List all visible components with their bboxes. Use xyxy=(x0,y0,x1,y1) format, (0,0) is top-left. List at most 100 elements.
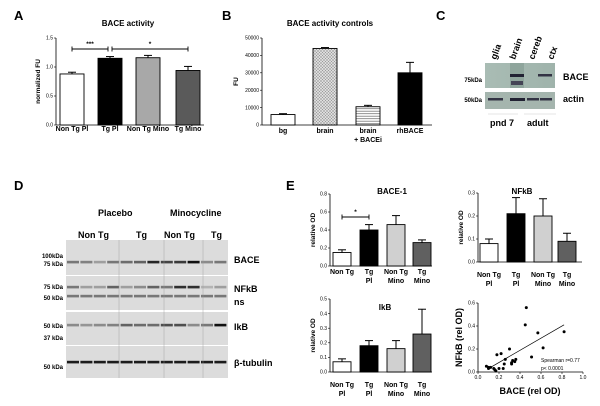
category-label: Non Tg xyxy=(330,382,354,389)
genotype-label: Tg xyxy=(211,230,222,240)
bar xyxy=(359,345,379,373)
x-tick-label: 0.0 xyxy=(475,375,482,381)
blot-band xyxy=(187,260,200,264)
category-label: Tg Mino xyxy=(175,126,202,133)
y-tick-label: 0.4 xyxy=(468,324,475,330)
marker: 50 kDa xyxy=(44,324,64,330)
category-label: Tg xyxy=(563,272,572,279)
lane-label: ctx xyxy=(545,45,559,61)
bar xyxy=(506,213,526,263)
band-label-ns: ns xyxy=(234,297,245,307)
category-label: Non Tg Pl xyxy=(56,126,89,133)
blot-band xyxy=(107,360,120,364)
blot-band xyxy=(147,260,160,264)
bar xyxy=(397,72,423,126)
category-label: Tg xyxy=(512,272,521,279)
bar xyxy=(386,348,406,373)
band-label-tubulin: β-tubulin xyxy=(234,358,272,368)
category-label: Tg xyxy=(418,382,427,389)
x-tick-label: 0.4 xyxy=(517,375,524,381)
y-tick-label: 40000 xyxy=(245,53,259,59)
band-label-nfkb: NFkB xyxy=(234,284,258,294)
y-axis-label: relative OD xyxy=(458,210,465,245)
category-label: Mino xyxy=(559,281,575,288)
blot-band xyxy=(80,323,93,327)
bar xyxy=(557,240,577,263)
category-label: Tg xyxy=(365,269,374,276)
y-tick-label: 0.6 xyxy=(468,301,475,307)
blot-c: 75kDa 50kDa BACE actin glia brain cereb … xyxy=(464,34,588,128)
blot-band xyxy=(174,323,187,327)
bar xyxy=(59,73,85,126)
significance-label: *** xyxy=(86,41,94,48)
chart-title: BACE activity controls xyxy=(287,19,374,28)
significance-label: * xyxy=(354,209,357,216)
annotation-p-value: p< 0.0001 xyxy=(541,366,564,372)
blot-band xyxy=(67,260,79,264)
blot-band xyxy=(67,285,79,289)
x-tick-label: 0.2 xyxy=(496,375,503,381)
category-label: Pl xyxy=(366,391,373,398)
data-point xyxy=(501,367,505,371)
blot-band xyxy=(147,323,160,327)
treatment-placebo: Placebo xyxy=(98,208,133,218)
data-point xyxy=(499,352,503,356)
data-point xyxy=(524,306,528,310)
category-label: Non Tg Mino xyxy=(127,126,169,133)
category-label: Tg xyxy=(418,269,427,276)
y-tick-label: 1.5 xyxy=(46,36,53,42)
blot-band xyxy=(147,294,160,298)
group-label-pnd7: pnd 7 xyxy=(490,118,514,128)
blot-band xyxy=(214,260,227,264)
lane-label: glia xyxy=(488,42,503,61)
blot-band xyxy=(120,323,133,327)
category-label: Non Tg xyxy=(384,269,408,276)
blot-band xyxy=(67,294,79,298)
blot-band xyxy=(93,260,106,264)
blot-band xyxy=(120,260,133,264)
category-label: Pl xyxy=(513,281,520,288)
bar xyxy=(412,333,432,373)
y-tick-label: 0.0 xyxy=(468,260,475,266)
blot-band xyxy=(187,323,200,327)
blot-band xyxy=(134,323,146,327)
marker-75kda: 75kDa xyxy=(464,78,482,84)
data-point xyxy=(514,357,518,361)
y-tick-label: 10000 xyxy=(245,105,259,111)
category-label: brain xyxy=(359,128,376,135)
category-label: Non Tg xyxy=(330,269,354,276)
fit-line xyxy=(488,324,565,369)
blot-band xyxy=(67,323,79,327)
category-label: Non Tg xyxy=(384,382,408,389)
category-label: brain xyxy=(316,128,333,135)
panel-label-e: E xyxy=(286,178,295,193)
data-point xyxy=(541,346,545,350)
y-tick-label: 0.4 xyxy=(320,311,327,317)
category-label: Non Tg xyxy=(531,272,555,279)
blot-band xyxy=(201,360,213,364)
x-axis-label: BACE (rel OD) xyxy=(499,386,560,396)
blot-band xyxy=(93,285,106,289)
band-label-actin: actin xyxy=(563,94,584,104)
chart-E3: IkB relative OD 0.0 0.1 0.2 0.3 0.4 0.5 Non Tg Pl… xyxy=(310,297,432,398)
y-tick-label: 50000 xyxy=(245,36,259,42)
y-tick-label: 0.5 xyxy=(320,297,327,303)
y-axis-label: relative OD xyxy=(310,318,317,353)
data-point xyxy=(497,367,501,371)
y-tick-label: 0.0 xyxy=(320,264,327,270)
blot-strip xyxy=(66,276,228,310)
category-label: + BACEi xyxy=(354,137,382,144)
blot-band xyxy=(214,285,227,289)
y-axis-label: relative OD xyxy=(310,213,317,248)
chart-title: BACE activity xyxy=(102,19,155,28)
blot-band xyxy=(80,360,93,364)
blot-band xyxy=(160,285,173,289)
y-tick-label: 0.4 xyxy=(320,228,327,234)
blot-strip xyxy=(66,240,228,275)
blot-band xyxy=(160,294,173,298)
category-label: Mino xyxy=(388,391,404,398)
marker-50kda: 50kDa xyxy=(464,98,482,104)
blot-strip xyxy=(66,312,228,345)
chart-title: NFkB xyxy=(512,187,533,196)
